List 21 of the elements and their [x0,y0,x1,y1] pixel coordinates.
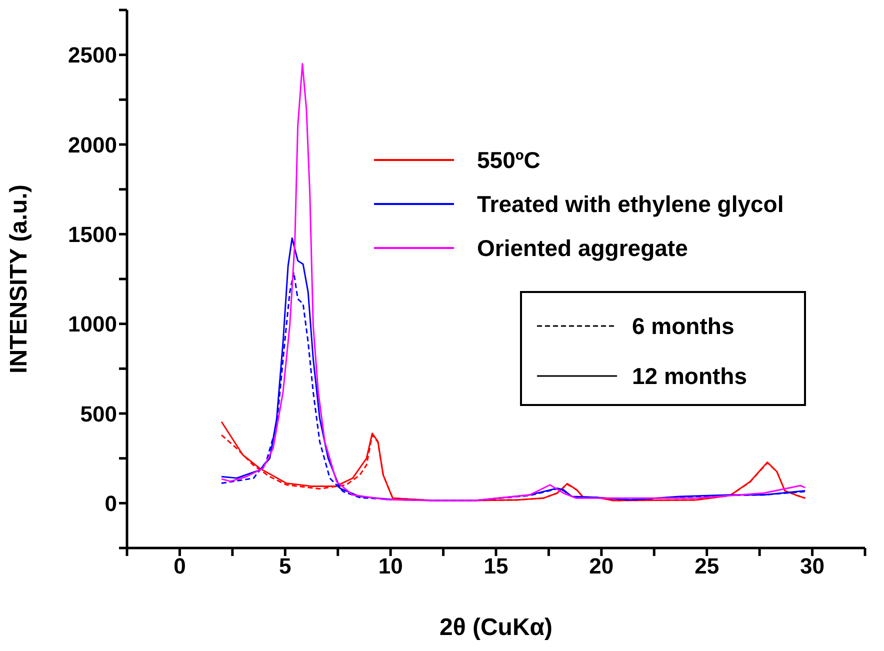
x-tick-label: 30 [800,554,825,579]
y-tick-label: 1500 [68,222,117,247]
x-axis-title: 2θ (CuKα) [439,614,553,641]
y-tick-label: 2500 [68,42,117,68]
x-tick-label: 0 [174,554,186,579]
x-tick-label: 10 [378,554,403,579]
y-axis-title: INTENSITY (a.u.) [6,184,33,374]
y-tick-label: 0 [104,490,117,516]
x-tick-label: 15 [484,554,508,579]
annotation: 12 months [632,362,748,390]
x-tick-label: 25 [694,554,720,579]
legend-label: 550ºC [477,146,540,174]
line-series [220,63,806,502]
x-tick-label: 5 [279,554,292,579]
legend-label: Treated with ethylene glycol [477,190,784,218]
y-tick-label: 2000 [68,132,117,158]
y-tick-label: 500 [80,401,117,426]
x-tick-label: 20 [589,554,614,579]
annotation: 6 months [632,312,734,340]
legend-label: Oriented aggregate [477,234,688,262]
y-tick-label: 1000 [68,312,117,337]
